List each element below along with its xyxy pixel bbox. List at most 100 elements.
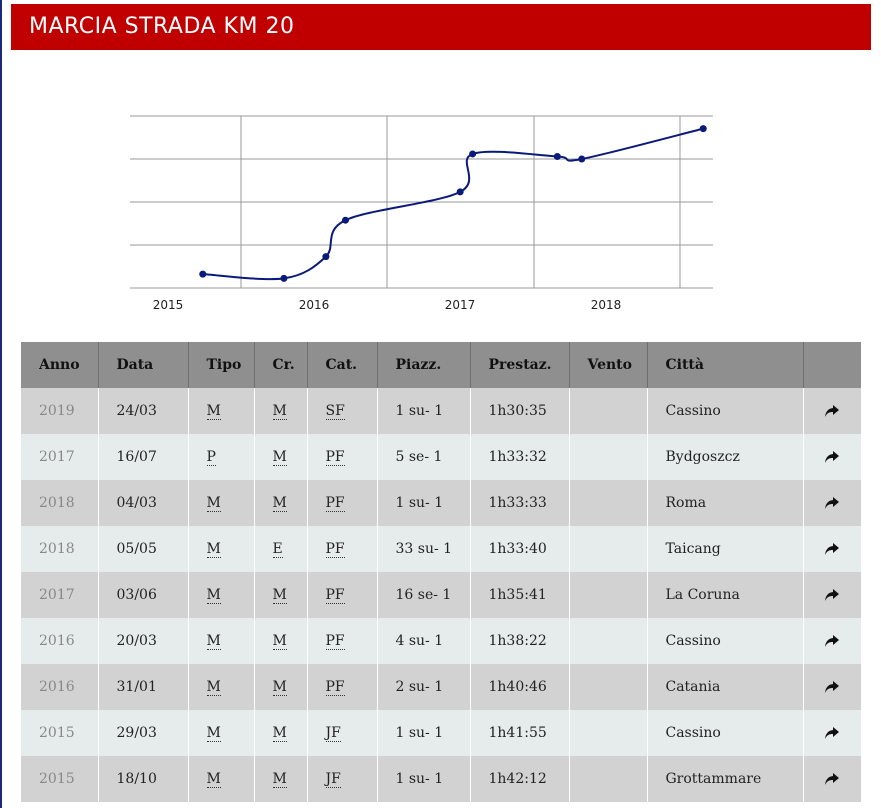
title-bar: MARCIA STRADA KM 20 — [11, 4, 871, 50]
data-point — [280, 274, 288, 282]
cell-piazz-text: 1 su- 1 — [395, 771, 444, 787]
share-arrow-icon[interactable] — [824, 588, 840, 602]
share-arrow-icon[interactable] — [824, 450, 840, 464]
cell-cat: PF — [307, 572, 378, 618]
cell-tipo-text[interactable]: M — [206, 495, 221, 512]
cell-cat-text[interactable]: JF — [325, 725, 341, 742]
cell-prestaz-text: 1h42:12 — [488, 771, 547, 787]
row-action[interactable] — [803, 434, 861, 480]
data-point — [322, 253, 330, 261]
cell-cat-text[interactable]: JF — [325, 771, 341, 788]
share-arrow-icon[interactable] — [824, 726, 840, 740]
row-action[interactable] — [803, 618, 861, 664]
column-header: Cat. — [307, 342, 378, 388]
cell-piazz: 16 se- 1 — [377, 572, 471, 618]
cell-prestaz-text: 1h33:40 — [488, 541, 547, 557]
cell-cr-text[interactable]: M — [272, 633, 287, 650]
share-arrow-icon[interactable] — [824, 680, 840, 694]
row-action[interactable] — [803, 526, 861, 572]
table-row: 2015 18/10 M M JF 1 su- 1 1h42:12 Grottammare — [21, 756, 861, 802]
cell-anno: 2017 — [21, 572, 99, 618]
cell-cr-text[interactable]: M — [272, 679, 287, 696]
cell-data-text: 18/10 — [116, 771, 157, 787]
cell-anno-text: 2018 — [39, 541, 75, 557]
cell-prestaz-text: 1h33:33 — [488, 495, 547, 511]
cell-cat-text[interactable]: PF — [325, 495, 345, 512]
cell-cr: M — [254, 756, 308, 802]
cell-prestaz: 1h42:12 — [470, 756, 570, 802]
cell-cat-text[interactable]: PF — [325, 633, 345, 650]
cell-anno-text: 2016 — [39, 679, 75, 695]
cell-tipo-text[interactable]: M — [206, 725, 221, 742]
performance-chart: 2015 2016 2017 2018 — [0, 100, 881, 325]
cell-piazz-text: 1 su- 1 — [395, 495, 444, 511]
cell-cat: JF — [307, 710, 378, 756]
cell-tipo-text[interactable]: M — [206, 679, 221, 696]
cell-prestaz-text: 1h30:35 — [488, 403, 547, 419]
cell-vento — [569, 434, 648, 480]
cell-prestaz: 1h38:22 — [470, 618, 570, 664]
cell-data: 20/03 — [98, 618, 189, 664]
row-action[interactable] — [803, 388, 861, 434]
page-title: MARCIA STRADA KM 20 — [29, 14, 295, 39]
cell-cr-text[interactable]: M — [272, 403, 287, 420]
cell-tipo-text[interactable]: P — [206, 449, 216, 466]
row-action[interactable] — [803, 572, 861, 618]
cell-cat-text[interactable]: PF — [325, 679, 345, 696]
cell-prestaz: 1h41:55 — [470, 710, 570, 756]
cell-piazz: 5 se- 1 — [377, 434, 471, 480]
cell-citta-text: Cassino — [665, 403, 721, 419]
cell-tipo-text[interactable]: M — [206, 771, 221, 788]
cell-cat-text[interactable]: PF — [325, 449, 345, 466]
cell-cr-text[interactable]: M — [272, 771, 287, 788]
cell-data: 31/01 — [98, 664, 189, 710]
cell-cat-text[interactable]: PF — [325, 541, 345, 558]
share-arrow-icon[interactable] — [824, 404, 840, 418]
cell-cat-text[interactable]: SF — [325, 403, 345, 420]
cell-cr: M — [254, 618, 308, 664]
cell-data-text: 24/03 — [116, 403, 157, 419]
cell-piazz-text: 1 su- 1 — [395, 725, 444, 741]
cell-cr-text[interactable]: M — [272, 495, 287, 512]
cell-cr: M — [254, 480, 308, 526]
cell-tipo: M — [188, 664, 255, 710]
cell-cat: PF — [307, 480, 378, 526]
cell-cr-text[interactable]: E — [272, 541, 283, 558]
cell-citta: Cassino — [647, 618, 804, 664]
share-arrow-icon[interactable] — [824, 542, 840, 556]
cell-anno: 2019 — [21, 388, 99, 434]
cell-cr-text[interactable]: M — [272, 587, 287, 604]
row-action[interactable] — [803, 480, 861, 526]
cell-cr-text[interactable]: M — [272, 725, 287, 742]
data-point — [553, 152, 561, 160]
cell-citta-text: Bydgoszcz — [665, 449, 740, 465]
column-header: Vento — [569, 342, 648, 388]
column-header: Piazz. — [377, 342, 471, 388]
cell-tipo-text[interactable]: M — [206, 633, 221, 650]
cell-tipo: M — [188, 756, 255, 802]
share-arrow-icon[interactable] — [824, 772, 840, 786]
cell-cr: M — [254, 710, 308, 756]
cell-cat-text[interactable]: PF — [325, 587, 345, 604]
data-point — [199, 270, 207, 278]
cell-cr-text[interactable]: M — [272, 449, 287, 466]
cell-data-text: 20/03 — [116, 633, 157, 649]
cell-vento — [569, 526, 648, 572]
share-arrow-icon[interactable] — [824, 634, 840, 648]
cell-tipo-text[interactable]: M — [206, 541, 221, 558]
share-arrow-icon[interactable] — [824, 496, 840, 510]
data-point — [469, 150, 477, 158]
row-action[interactable] — [803, 664, 861, 710]
row-action[interactable] — [803, 710, 861, 756]
cell-tipo-text[interactable]: M — [206, 587, 221, 604]
cell-data: 16/07 — [98, 434, 189, 480]
cell-citta: Cassino — [647, 388, 804, 434]
cell-anno: 2016 — [21, 664, 99, 710]
row-action[interactable] — [803, 756, 861, 802]
cell-tipo-text[interactable]: M — [206, 403, 221, 420]
cell-citta: Taicang — [647, 526, 804, 572]
left-border — [0, 0, 2, 808]
x-tick-label: 2017 — [445, 298, 476, 312]
cell-prestaz: 1h33:32 — [470, 434, 570, 480]
x-tick-label: 2016 — [299, 298, 330, 312]
